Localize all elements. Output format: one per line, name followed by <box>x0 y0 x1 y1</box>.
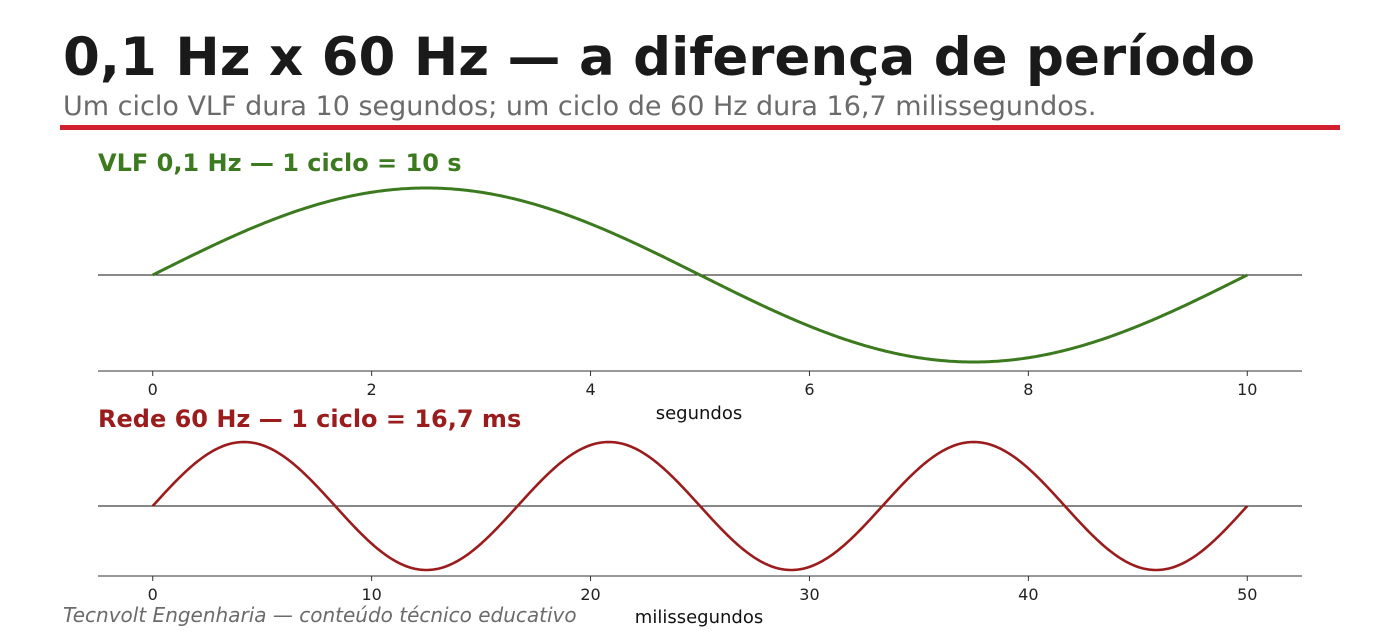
x-ticks: 0 2 4 6 8 10 <box>148 371 1257 399</box>
x-tick-label: 0 <box>148 380 158 399</box>
chart-title: VLF 0,1 Hz — 1 ciclo = 10 s <box>98 149 462 177</box>
x-axis-label: milissegundos <box>635 607 763 628</box>
x-tick-label: 10 <box>361 585 381 604</box>
x-tick-label: 8 <box>1023 380 1033 399</box>
x-tick-label: 0 <box>148 585 158 604</box>
x-tick-label: 2 <box>367 380 377 399</box>
chart-vlf: VLF 0,1 Hz — 1 ciclo = 10 s 0 2 4 6 8 10 segu… <box>98 149 1302 424</box>
accent-divider <box>60 125 1340 130</box>
x-axis-label: segundos <box>656 403 743 424</box>
chart-title: Rede 60 Hz — 1 ciclo = 16,7 ms <box>98 405 521 433</box>
x-tick-label: 10 <box>1237 380 1257 399</box>
x-tick-label: 40 <box>1018 585 1038 604</box>
x-tick-label: 6 <box>804 380 814 399</box>
x-tick-label: 50 <box>1237 585 1257 604</box>
footer-credit: Tecnvolt Engenharia — conteúdo técnico e… <box>63 603 577 627</box>
x-tick-label: 30 <box>799 585 819 604</box>
series-line <box>151 440 1249 572</box>
page-subtitle: Um ciclo VLF dura 10 segundos; um ciclo … <box>63 91 1097 122</box>
x-tick-label: 20 <box>580 585 600 604</box>
series-line <box>152 186 1248 364</box>
page-title: 0,1 Hz x 60 Hz — a diferença de período <box>63 27 1256 88</box>
x-ticks: 0 10 20 30 40 50 <box>148 576 1257 604</box>
x-tick-label: 4 <box>585 380 595 399</box>
chart-grid: Rede 60 Hz — 1 ciclo = 16,7 ms 0 10 20 30 40… <box>98 405 1302 628</box>
